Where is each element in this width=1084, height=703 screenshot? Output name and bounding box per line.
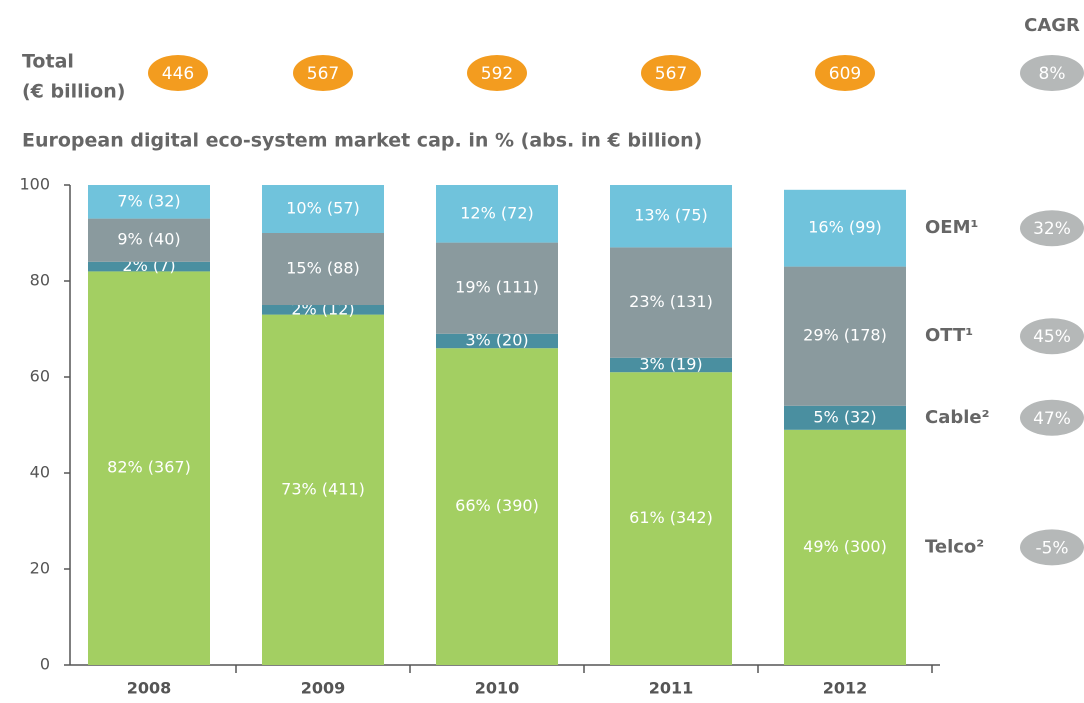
y-tick-label: 80 bbox=[30, 271, 50, 290]
value-label: 7% (32) bbox=[117, 191, 180, 210]
y-tick-label: 40 bbox=[30, 463, 50, 482]
value-label: 9% (40) bbox=[117, 230, 180, 249]
bar-segment bbox=[784, 266, 906, 406]
total-label: Total bbox=[22, 51, 74, 73]
value-label: 12% (72) bbox=[460, 203, 534, 222]
cagr-value: 45% bbox=[1033, 327, 1071, 347]
total-value: 567 bbox=[655, 64, 687, 84]
bar-segment bbox=[262, 233, 384, 305]
bar-segment bbox=[88, 271, 210, 665]
y-tick-label: 0 bbox=[40, 655, 50, 674]
value-label: 49% (300) bbox=[803, 537, 887, 556]
total-badge bbox=[641, 55, 701, 91]
cagr-value: 32% bbox=[1033, 219, 1071, 239]
value-label: 13% (75) bbox=[634, 206, 708, 225]
bar-segment bbox=[610, 372, 732, 665]
bar-segment bbox=[610, 247, 732, 358]
total-value: 609 bbox=[829, 64, 861, 84]
value-label: 61% (342) bbox=[629, 508, 713, 527]
bar-segment bbox=[436, 185, 558, 243]
bar-segment bbox=[262, 314, 384, 665]
value-label: 73% (411) bbox=[281, 479, 365, 498]
total-badge bbox=[815, 55, 875, 91]
value-label: 15% (88) bbox=[286, 259, 360, 278]
legend-label: Cable² bbox=[925, 407, 990, 428]
value-label: 5% (32) bbox=[813, 407, 876, 426]
total-badge bbox=[467, 55, 527, 91]
x-tick-label: 2008 bbox=[127, 679, 172, 698]
cagr-badge bbox=[1020, 399, 1084, 436]
cagr-badge bbox=[1020, 55, 1084, 91]
value-label: 29% (178) bbox=[803, 326, 887, 345]
x-tick-label: 2010 bbox=[475, 679, 520, 698]
x-tick-label: 2009 bbox=[301, 679, 346, 698]
y-tick-label: 100 bbox=[19, 175, 50, 194]
bar-segment bbox=[436, 333, 558, 349]
x-tick-label: 2012 bbox=[823, 679, 868, 698]
total-badge bbox=[293, 55, 353, 91]
chart-title: European digital eco-system market cap. … bbox=[22, 130, 702, 152]
cagr-badge bbox=[1020, 529, 1084, 566]
total-badge bbox=[148, 55, 208, 91]
value-label: 82% (367) bbox=[107, 458, 191, 477]
cagr-label: CAGR bbox=[1024, 15, 1080, 36]
legend-label: Telco² bbox=[925, 536, 984, 557]
bar-segment bbox=[784, 429, 906, 665]
total-unit: (€ billion) bbox=[22, 81, 125, 103]
total-value: 592 bbox=[481, 64, 513, 84]
total-value: 446 bbox=[162, 64, 194, 84]
bar-segment bbox=[610, 185, 732, 248]
bar-segment bbox=[436, 348, 558, 665]
cagr-badge bbox=[1020, 318, 1084, 355]
bar-segment bbox=[88, 185, 210, 219]
bar-segment bbox=[784, 189, 906, 267]
value-label: 3% (20) bbox=[465, 331, 528, 350]
bar-segment bbox=[784, 405, 906, 430]
bar-segment bbox=[88, 218, 210, 262]
y-tick-label: 20 bbox=[30, 559, 50, 578]
cagr-value: -5% bbox=[1035, 538, 1068, 558]
bar-segment bbox=[436, 242, 558, 334]
cagr-value: 47% bbox=[1033, 409, 1071, 429]
legend-label: OEM¹ bbox=[925, 217, 978, 238]
x-tick-label: 2011 bbox=[649, 679, 694, 698]
bar-segment bbox=[262, 185, 384, 233]
value-label: 3% (19) bbox=[639, 355, 702, 374]
value-label: 19% (111) bbox=[455, 278, 539, 297]
bar-segment bbox=[262, 305, 384, 315]
bar-segment bbox=[610, 357, 732, 373]
y-tick-label: 60 bbox=[30, 367, 50, 386]
legend-label: OTT¹ bbox=[925, 325, 973, 346]
bar-segment bbox=[88, 261, 210, 272]
total-value: 567 bbox=[307, 64, 339, 84]
cagr-badge bbox=[1020, 210, 1084, 247]
value-label: 10% (57) bbox=[286, 199, 360, 218]
value-label: 66% (390) bbox=[455, 496, 539, 515]
value-label: 16% (99) bbox=[808, 218, 882, 237]
cagr-total: 8% bbox=[1039, 64, 1066, 84]
value-label: 23% (131) bbox=[629, 292, 713, 311]
